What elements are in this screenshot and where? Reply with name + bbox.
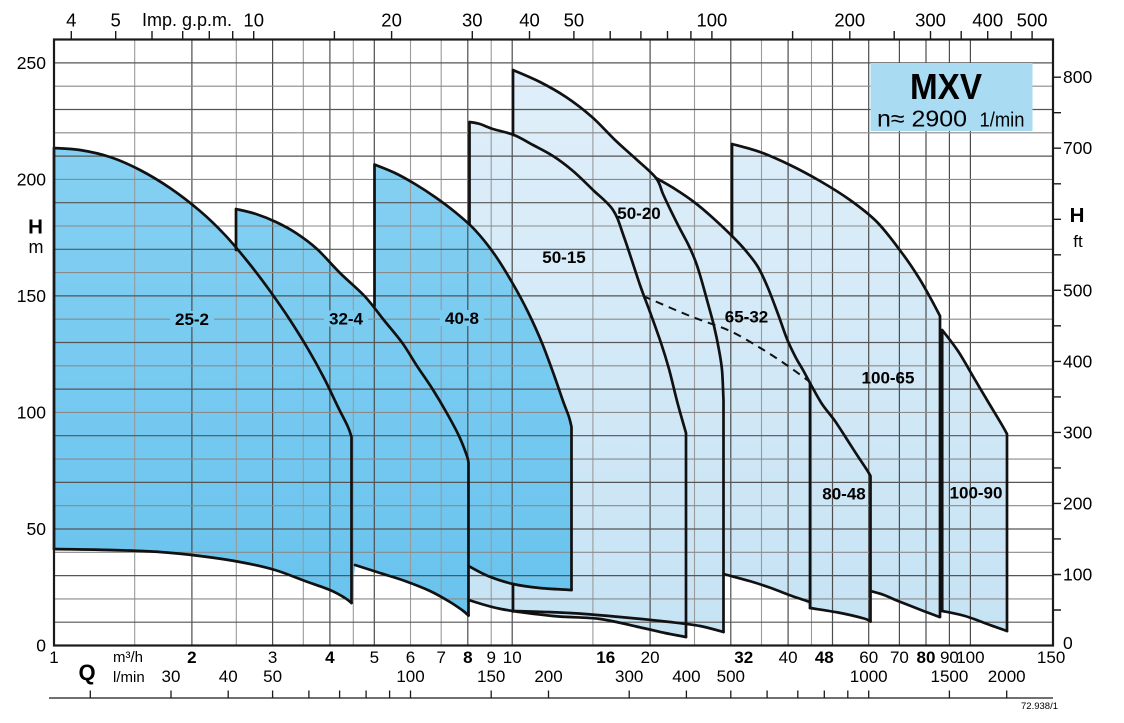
svg-text:ft: ft <box>1073 232 1083 251</box>
svg-text:200: 200 <box>1063 493 1092 513</box>
svg-text:25-2: 25-2 <box>175 310 209 329</box>
svg-text:400: 400 <box>672 667 700 686</box>
svg-text:4: 4 <box>325 648 335 667</box>
svg-text:300: 300 <box>1063 422 1092 442</box>
svg-text:20: 20 <box>381 10 402 31</box>
svg-text:400: 400 <box>972 10 1003 31</box>
svg-text:60: 60 <box>859 648 878 667</box>
svg-text:100: 100 <box>17 402 46 422</box>
svg-text:40-8: 40-8 <box>445 309 479 328</box>
svg-text:100: 100 <box>1063 565 1092 585</box>
svg-text:9: 9 <box>486 648 495 667</box>
svg-text:100: 100 <box>696 10 727 31</box>
svg-text:30: 30 <box>162 667 181 686</box>
svg-text:32-4: 32-4 <box>329 310 364 329</box>
svg-text:100: 100 <box>956 648 984 667</box>
svg-text:m: m <box>29 237 44 257</box>
svg-text:200: 200 <box>834 10 865 31</box>
svg-text:50-15: 50-15 <box>542 248 585 267</box>
svg-text:40: 40 <box>779 648 798 667</box>
svg-text:150: 150 <box>17 286 46 306</box>
svg-text:200: 200 <box>534 667 562 686</box>
svg-text:48: 48 <box>815 648 834 667</box>
svg-text:H: H <box>1070 204 1085 227</box>
svg-text:90: 90 <box>940 648 959 667</box>
svg-text:32: 32 <box>734 648 753 667</box>
svg-text:30: 30 <box>462 10 483 31</box>
svg-text:3: 3 <box>268 648 277 667</box>
svg-text:40: 40 <box>219 667 238 686</box>
svg-text:10: 10 <box>503 648 522 667</box>
svg-text:400: 400 <box>1063 351 1092 371</box>
svg-text:80-48: 80-48 <box>822 485 865 504</box>
svg-text:100-65: 100-65 <box>862 369 915 388</box>
svg-text:l/min: l/min <box>113 669 145 686</box>
svg-text:16: 16 <box>596 648 615 667</box>
svg-text:5: 5 <box>370 648 379 667</box>
svg-text:100-90: 100-90 <box>950 484 1003 503</box>
svg-text:4: 4 <box>66 10 76 31</box>
svg-text:5: 5 <box>111 10 121 31</box>
svg-text:n≈ 2900: n≈ 2900 <box>877 106 967 132</box>
svg-text:0: 0 <box>1063 633 1073 653</box>
svg-text:1: 1 <box>49 648 58 667</box>
svg-text:H: H <box>28 216 43 239</box>
svg-text:200: 200 <box>17 169 46 189</box>
svg-text:20: 20 <box>641 648 660 667</box>
svg-text:500: 500 <box>717 667 745 686</box>
svg-text:1/min: 1/min <box>980 109 1025 132</box>
svg-text:150: 150 <box>1037 648 1065 667</box>
svg-text:72.938/1: 72.938/1 <box>1021 701 1058 712</box>
svg-text:100: 100 <box>396 667 424 686</box>
svg-text:10: 10 <box>243 10 264 31</box>
svg-text:250: 250 <box>17 53 46 73</box>
svg-text:300: 300 <box>615 667 643 686</box>
svg-text:1000: 1000 <box>850 667 888 686</box>
svg-text:6: 6 <box>406 648 415 667</box>
svg-text:Imp. g.p.m.: Imp. g.p.m. <box>142 10 232 30</box>
svg-text:m³/h: m³/h <box>113 649 143 666</box>
svg-text:80: 80 <box>917 648 936 667</box>
svg-text:40: 40 <box>519 10 540 31</box>
svg-text:2000: 2000 <box>988 667 1026 686</box>
svg-text:65-32: 65-32 <box>725 308 768 327</box>
svg-text:0: 0 <box>36 636 46 656</box>
svg-text:50: 50 <box>263 667 282 686</box>
svg-text:800: 800 <box>1063 67 1092 87</box>
svg-text:150: 150 <box>477 667 505 686</box>
svg-text:1500: 1500 <box>930 667 968 686</box>
svg-text:2: 2 <box>187 648 196 667</box>
svg-text:MXV: MXV <box>910 66 982 107</box>
svg-text:Q: Q <box>78 660 95 685</box>
svg-text:70: 70 <box>890 648 909 667</box>
svg-text:8: 8 <box>463 648 472 667</box>
svg-text:50-20: 50-20 <box>617 204 660 223</box>
svg-text:700: 700 <box>1063 138 1092 158</box>
svg-text:7: 7 <box>436 648 445 667</box>
svg-text:500: 500 <box>1063 280 1092 300</box>
svg-text:50: 50 <box>27 519 47 539</box>
svg-text:50: 50 <box>564 10 585 31</box>
svg-text:300: 300 <box>915 10 946 31</box>
svg-text:500: 500 <box>1017 10 1048 31</box>
